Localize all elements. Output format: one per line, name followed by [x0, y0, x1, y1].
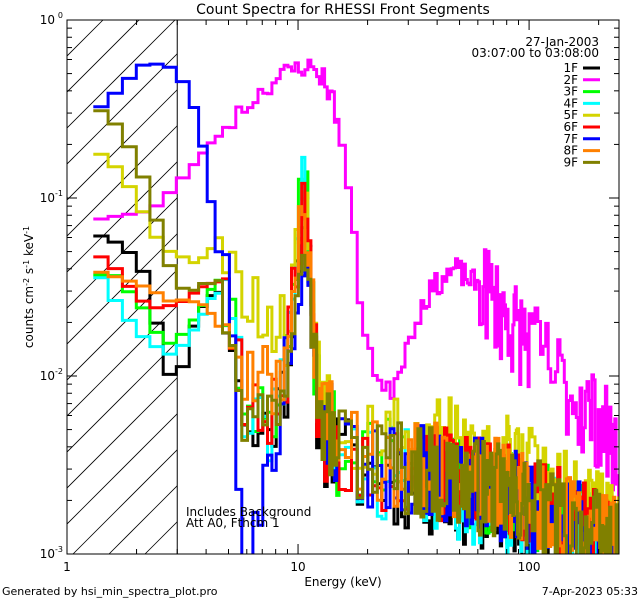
- date-label: 27-Jan-2003: [525, 35, 599, 49]
- x-tick-label: 1: [63, 560, 71, 574]
- annotation-attenuator: Att A0, Fthcm 1: [186, 516, 280, 530]
- footer-generator: Generated by hsi_min_spectra_plot.pro: [2, 585, 218, 598]
- legend-label-7F: 7F: [563, 132, 578, 146]
- hatch-line: [67, 20, 248, 201]
- hatch-line: [67, 20, 176, 129]
- y-axis-label-part: s: [22, 268, 36, 278]
- y-axis-label-sup: -2: [22, 278, 31, 286]
- series-line-9F: [93, 109, 619, 554]
- x-tick-label: 100: [518, 560, 541, 574]
- y-tick-base: 10: [40, 369, 55, 383]
- y-tick-exponent: -1: [55, 189, 63, 198]
- y-axis-label-sup: -1: [22, 226, 31, 234]
- series-line-2F: [93, 58, 619, 507]
- plot-frame: [66, 19, 620, 555]
- footer-timestamp: 7-Apr-2023 05:33: [542, 585, 638, 598]
- y-axis-label-sup: -1: [22, 260, 31, 268]
- annotation-background: Includes Background: [186, 505, 311, 519]
- y-tick-label: 10: [40, 369, 55, 383]
- y-tick-base: 10: [40, 13, 55, 27]
- legend-label-9F: 9F: [563, 155, 578, 169]
- time-range-label: 03:07:00 to 03:08:00: [472, 46, 599, 60]
- y-tick-exponent: -3: [55, 545, 63, 554]
- legend-label-2F: 2F: [563, 73, 578, 87]
- y-axis-label-part: keV: [22, 233, 36, 260]
- y-tick-label: 10: [40, 547, 55, 561]
- chart-title: Count Spectra for RHESSI Front Segments: [196, 2, 490, 18]
- y-tick-base: 10: [40, 547, 55, 561]
- legend-label-8F: 8F: [563, 144, 578, 158]
- legend-label-1F: 1F: [563, 61, 578, 75]
- y-tick-label: 10: [40, 13, 55, 27]
- y-axis-label-part: counts cm: [22, 286, 36, 348]
- legend-label-5F: 5F: [563, 108, 578, 122]
- x-axis-label: Energy (keV): [304, 575, 381, 589]
- y-tick-base: 10: [40, 191, 55, 205]
- hatch-line: [67, 20, 212, 165]
- legend-label-3F: 3F: [563, 85, 578, 99]
- legend-label-6F: 6F: [563, 120, 578, 134]
- y-tick-exponent: 0: [58, 11, 63, 20]
- x-tick-label: 10: [290, 560, 305, 574]
- y-axis-label: counts cm-2 s-1 keV-1: [22, 226, 37, 348]
- y-tick-exponent: -2: [55, 367, 63, 376]
- legend-label-4F: 4F: [563, 96, 578, 110]
- series-group: [93, 58, 619, 554]
- hatch-line: [67, 20, 140, 93]
- y-tick-label: 10: [40, 191, 55, 205]
